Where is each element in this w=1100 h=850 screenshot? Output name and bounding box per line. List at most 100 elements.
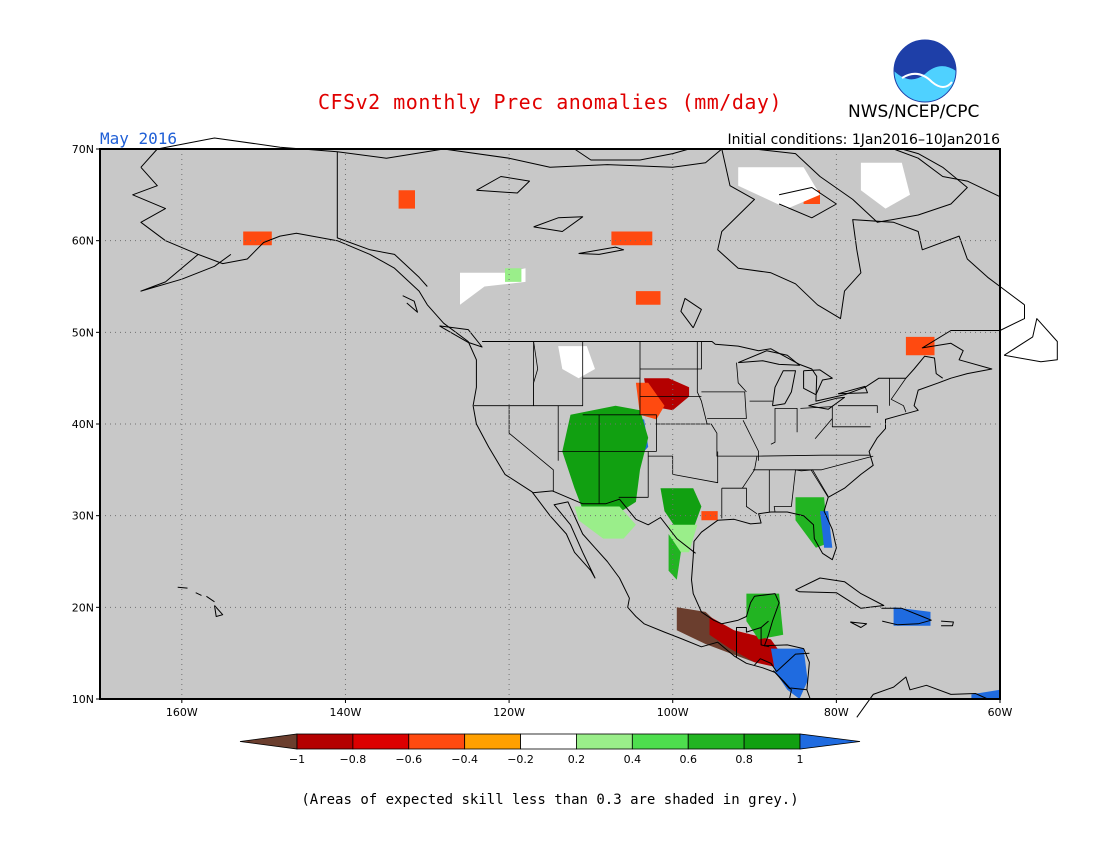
colorbar-label: −0.8 [340, 753, 367, 766]
state-line-31 [838, 405, 878, 413]
colorbar-label: −0.4 [451, 753, 478, 766]
colorbar: −1 −0.8 −0.6 −0.4 −0.2 0.2 0.4 0.6 0.8 1 [239, 733, 861, 766]
border-line-13 [680, 297, 702, 329]
skill-footnote: (Areas of expected skill less than 0.3 a… [301, 792, 799, 808]
lon-tick-label: 140W [330, 706, 362, 719]
lon-tick-label: 60W [988, 706, 1013, 719]
border-line-1 [336, 151, 428, 287]
colorbar-segment-2 [408, 733, 466, 750]
anomaly-shading-layer [243, 162, 1000, 699]
coastline-6 [1003, 318, 1058, 363]
anomaly-region-green-texas [660, 488, 702, 530]
coastline-4 [691, 304, 1025, 700]
colorbar-label: 0.8 [735, 753, 753, 766]
state-line-11 [640, 341, 702, 370]
border-line-14 [533, 216, 584, 232]
coastline-15 [439, 325, 483, 348]
state-line-30 [814, 418, 833, 439]
colorbar-label: 0.6 [679, 753, 697, 766]
coastline-14 [856, 676, 988, 718]
lat-tick-label: 30N [72, 510, 94, 523]
state-line-33 [795, 469, 829, 497]
anomaly-region-white-arctic-1 [860, 162, 910, 209]
anomaly-region-orange-canada-central-1 [635, 291, 661, 305]
colorbar-label: −0.2 [507, 753, 534, 766]
noaa-logo-icon [893, 39, 957, 103]
lat-tick-label: 40N [72, 418, 94, 431]
state-line-8 [582, 414, 657, 452]
state-line-32 [810, 469, 829, 498]
colorbar-label: 0.2 [568, 753, 586, 766]
border-line-6 [773, 670, 791, 690]
colorbar-segment-5 [576, 733, 633, 750]
coastline-19 [206, 595, 215, 603]
border-line-7 [790, 687, 807, 691]
colorbar-segment-8 [743, 733, 801, 750]
colorbar-segment-7 [687, 733, 745, 750]
coastline-9 [574, 148, 690, 161]
anomaly-region-white-arctic-0 [738, 167, 820, 209]
lon-tick-label: 160W [166, 706, 198, 719]
border-line-15 [476, 176, 530, 194]
state-line-28 [770, 407, 798, 445]
coastline-11 [881, 607, 932, 626]
border-line-4 [760, 627, 770, 648]
state-line-29 [831, 405, 871, 428]
colorbar-arrow-high [799, 733, 861, 750]
state-line-27 [758, 454, 870, 457]
state-line-14 [618, 451, 649, 498]
colorbar-segment-3 [464, 733, 521, 750]
anomaly-region-orange-north-plains [635, 382, 665, 420]
anomaly-region-orange-canada-central-3 [243, 231, 272, 246]
graticule-layer [100, 149, 1000, 699]
lon-tick-label: 100W [657, 706, 689, 719]
colorbar-segment-6 [631, 733, 689, 750]
lat-tick-label: 10N [72, 693, 94, 706]
coastline-12 [850, 621, 868, 628]
anomaly-region-lightgreen-canada-west [505, 268, 522, 282]
month-label: May 2016 [100, 129, 178, 148]
anomaly-region-orange-canada-central-2 [398, 190, 415, 209]
border-line-12 [837, 385, 868, 395]
anomaly-region-white-northern-rockies [558, 346, 595, 379]
coastline-0 [132, 166, 792, 699]
coastline-20 [214, 605, 224, 617]
state-line-22 [721, 487, 758, 515]
lat-tick-label: 20N [72, 601, 94, 614]
organization-label: NWS/NCEP/CPC [848, 102, 980, 122]
axis-tick-labels: 70N 60N 50N 40N 30N 20N 10N 160W 140W 120W 100W 80W… [72, 143, 1013, 719]
colorbar-label: −0.6 [395, 753, 422, 766]
coastline-1 [140, 253, 232, 292]
state-line-17 [701, 391, 747, 419]
lon-tick-label: 80W [824, 706, 849, 719]
state-line-35 [890, 377, 907, 413]
colorbar-segment-4 [520, 733, 577, 750]
border-line-3 [736, 620, 769, 658]
coastline-7 [754, 148, 968, 223]
border-line-5 [754, 652, 810, 672]
anomaly-region-lightgreen-mexico-border [574, 506, 636, 539]
state-line-25 [773, 469, 796, 513]
state-line-3 [533, 341, 539, 406]
colorbar-label: 1 [797, 753, 804, 766]
anomaly-region-blue-caribbean-1 [971, 689, 1000, 699]
colorbar-label: 0.4 [624, 753, 642, 766]
coastline-13 [941, 620, 954, 627]
anomaly-region-green-florida [795, 497, 829, 548]
state-line-36 [800, 406, 833, 409]
border-line-10 [803, 369, 833, 396]
colorbar-label: −1 [289, 753, 305, 766]
border-line-2 [532, 490, 696, 554]
lat-tick-label: 60N [72, 235, 94, 248]
border-line-11 [808, 396, 845, 410]
anomaly-region-blue-florida [820, 511, 833, 548]
border-line-8 [738, 350, 800, 366]
anomaly-region-blue-caribbean-0 [893, 607, 931, 626]
coastline-16 [402, 295, 418, 313]
anomaly-region-blue-central-america [770, 648, 808, 699]
initial-conditions-label: Initial conditions: 1Jan2016–10Jan2016 [727, 132, 1000, 148]
coastline-layer [132, 137, 1058, 718]
border-line-16 [578, 246, 625, 255]
anomaly-region-green-southwest [562, 405, 649, 521]
